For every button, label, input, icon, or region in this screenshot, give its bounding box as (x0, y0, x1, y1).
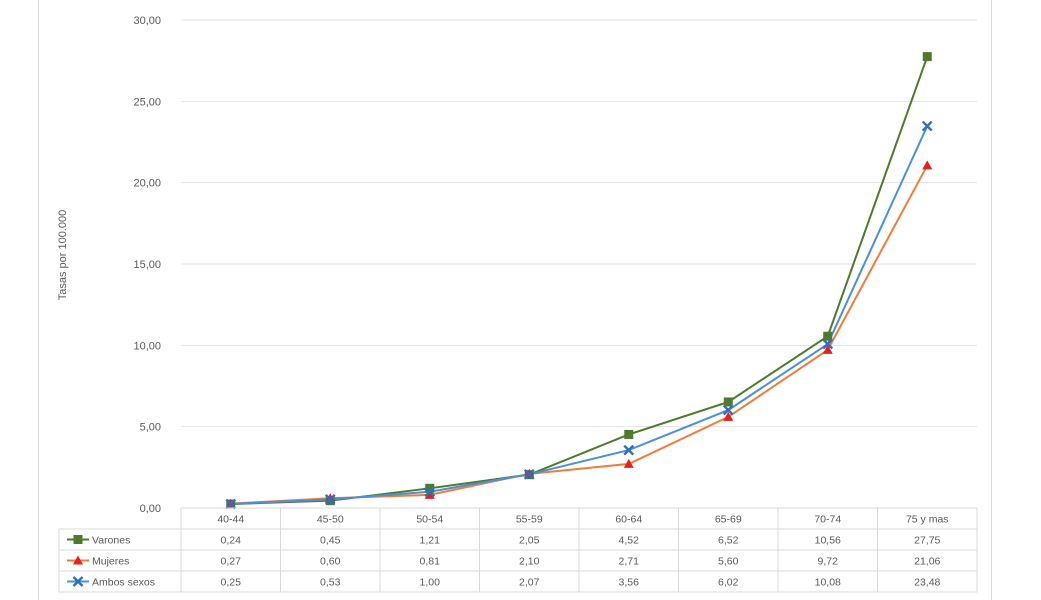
table-cell: 9,72 (818, 556, 839, 568)
y-tick-label: 20,00 (133, 178, 161, 190)
series-lines (230, 56, 929, 506)
table-cell: 0,53 (320, 577, 341, 589)
x-tick-label: 40-44 (217, 514, 244, 526)
table-cell: 2,71 (619, 556, 640, 568)
table-cell: 3,56 (619, 577, 640, 589)
legend-label: Ambos sexos (92, 577, 155, 589)
square-marker (723, 397, 733, 407)
x-marker-stroke (324, 494, 336, 505)
square-marker (425, 483, 435, 493)
x-marker-stroke (722, 404, 734, 416)
x-tick-label: 65-69 (715, 514, 742, 526)
table-cell: 0,25 (221, 577, 242, 589)
table-cell: 10,56 (815, 535, 841, 547)
y-tick-label: 5,00 (140, 422, 161, 434)
x-marker (822, 338, 834, 350)
y-tick-label: 10,00 (133, 340, 161, 352)
y-tick-label: 0,00 (140, 503, 161, 515)
table-cell: 2,05 (519, 535, 540, 547)
y-tick-label: 30,00 (133, 15, 161, 27)
y-axis-tick-labels: 0,00 5,00 10,00 15,00 20,00 25,00 30,00 (133, 15, 161, 515)
table-cell: 6,02 (718, 577, 739, 589)
triangle-marker (723, 411, 734, 421)
table-cell: 0,24 (221, 535, 242, 547)
square-marker (823, 331, 833, 341)
table-cell: 0,60 (320, 556, 341, 568)
square-marker (922, 52, 932, 62)
x-marker (225, 498, 237, 510)
square-marker (73, 535, 83, 544)
table-cell: 2,10 (519, 556, 540, 568)
x-marker (72, 576, 84, 587)
x-marker (424, 486, 436, 498)
table-cell: 0,45 (320, 535, 341, 547)
x-marker-stroke (921, 120, 933, 132)
table-cell: 6,52 (718, 535, 739, 547)
table-cell: 21,06 (914, 556, 940, 568)
series-line-ambos-sexos (230, 125, 929, 505)
y-axis-label: Tasas por 100.000 (57, 210, 69, 301)
table-cell: 0,81 (420, 556, 441, 568)
x-marker (623, 444, 635, 456)
table-cell: 10,08 (815, 577, 841, 589)
triangle-marker (822, 344, 833, 354)
y-tick-label: 15,00 (133, 259, 161, 271)
chart-frame: 0,00 5,00 10,00 15,00 20,00 25,00 30,00 Tasas … (38, 0, 992, 600)
series-markers (225, 52, 933, 510)
data-table: 40-44 45-50 50-54 55-59 60-64 65-69 70-74 75 y … (58, 507, 978, 593)
triangle-marker (73, 555, 83, 565)
table-cell: 5,60 (718, 556, 739, 568)
square-marker (624, 429, 634, 439)
table-cell: 2,07 (519, 577, 540, 589)
x-marker-stroke (523, 468, 535, 480)
x-marker-stroke (225, 498, 237, 510)
legend-label: Mujeres (92, 556, 129, 568)
x-marker-stroke (72, 576, 84, 587)
table-cell: 1,21 (420, 535, 441, 547)
series-line-varones (230, 56, 929, 506)
x-tick-label: 60-64 (615, 514, 642, 526)
x-marker (722, 404, 734, 416)
x-tick-label: 75 y mas (906, 514, 949, 526)
table-cell: 1,00 (420, 577, 441, 589)
legend-key (67, 555, 89, 565)
x-marker (921, 120, 933, 132)
line-chart: 0,00 5,00 10,00 15,00 20,00 25,00 30,00 Tasas … (57, 15, 978, 593)
triangle-marker (922, 160, 933, 170)
table-cell: 23,48 (914, 577, 940, 589)
gridlines (181, 19, 977, 509)
x-tick-label: 45-50 (317, 514, 344, 526)
table-cell: 4,52 (619, 535, 640, 547)
x-marker-stroke (623, 444, 635, 456)
legend-key (67, 576, 89, 587)
triangle-marker (424, 489, 435, 499)
legend-label: Varones (92, 535, 130, 547)
legend-key (67, 535, 89, 544)
table-cell: 0,27 (221, 556, 242, 568)
table-cell: 27,75 (914, 535, 940, 547)
x-tick-label: 70-74 (814, 514, 841, 526)
x-marker (523, 468, 535, 480)
y-tick-label: 25,00 (133, 96, 161, 108)
x-marker-stroke (822, 338, 834, 350)
x-tick-label: 55-59 (516, 514, 543, 526)
x-tick-label: 50-54 (416, 514, 443, 526)
x-marker (324, 494, 336, 505)
series-line-mujeres (230, 164, 929, 505)
x-marker-stroke (424, 486, 436, 498)
triangle-marker (623, 458, 634, 468)
